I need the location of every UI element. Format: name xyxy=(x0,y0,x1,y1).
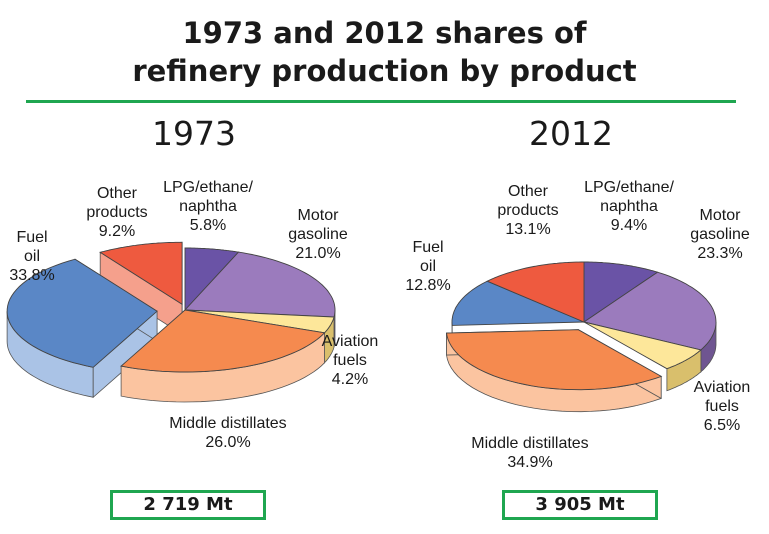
slice-name-middle: Middle distillates xyxy=(169,415,286,432)
pie-slice-aviation xyxy=(583,321,702,370)
slice-label-lpg: LPG/ethane/naphtha 5.8% xyxy=(163,179,253,234)
slice-label-fuel: Fuel oil 33.8% xyxy=(9,229,54,284)
chart-title-line-1: 1973 and 2012 shares of xyxy=(182,16,587,50)
total-badge-1973: 2 719 Mt xyxy=(110,490,266,520)
slice-value-lpg: 5.8% xyxy=(190,217,226,234)
pie-slice-fuel xyxy=(451,280,585,326)
pie-slice-other xyxy=(486,261,585,323)
pie-slice-lpg xyxy=(184,247,240,312)
slice-value-motor: 23.3% xyxy=(697,245,742,262)
slice-value-other: 9.2% xyxy=(99,223,135,240)
slice-label-lpg: LPG/ethane/naphtha 9.4% xyxy=(584,179,674,234)
slice-name-other: products xyxy=(497,202,558,219)
slice-value-middle: 34.9% xyxy=(507,454,552,471)
slice-value-fuel: 12.8% xyxy=(405,277,450,294)
pie-2012: LPG/ethane/naphtha 9.4% Motor gasoline 23.3%… xyxy=(405,179,750,471)
slice-name-lpg: LPG/ethane/ xyxy=(163,179,253,196)
slice-value-middle: 26.0% xyxy=(205,434,250,451)
slice-name-motor: gasoline xyxy=(690,226,750,243)
slice-label-other: Other products 9.2% xyxy=(86,185,147,240)
pie-slice-motor xyxy=(184,251,336,318)
slice-name-lpg: naphtha xyxy=(179,198,237,215)
total-badge-2012: 3 905 Mt xyxy=(502,490,658,520)
slice-label-motor: Motor gasoline 23.3% xyxy=(690,207,750,262)
slice-name-aviation: Aviation xyxy=(694,379,751,396)
slice-name-middle: Middle distillates xyxy=(471,435,588,452)
slice-name-motor: Motor xyxy=(298,207,340,224)
slice-name-fuel: Fuel xyxy=(16,229,47,246)
pie-1973: LPG/ethane/naphtha 5.8% Motor gasoline 21.0%… xyxy=(6,179,379,451)
slice-name-motor: gasoline xyxy=(288,226,348,243)
slice-label-fuel: Fuel oil 12.8% xyxy=(405,239,450,294)
slice-name-fuel: Fuel xyxy=(412,239,443,256)
pie-slice-other xyxy=(99,241,183,306)
slice-name-motor: Motor xyxy=(700,207,742,224)
pie-slice-middle xyxy=(445,329,663,391)
pie-slice-lpg xyxy=(583,261,659,323)
slice-label-aviation: Aviation fuels 6.5% xyxy=(694,379,751,434)
slice-name-other: products xyxy=(86,204,147,221)
slice-name-aviation: fuels xyxy=(705,398,739,415)
pie-slice-middle xyxy=(120,309,326,373)
chart-title-line-2: refinery production by product xyxy=(132,54,637,88)
slice-value-motor: 21.0% xyxy=(295,245,340,262)
slice-name-aviation: fuels xyxy=(333,352,367,369)
slice-name-lpg: LPG/ethane/ xyxy=(584,179,674,196)
slice-value-aviation: 4.2% xyxy=(332,371,368,388)
title-underline xyxy=(26,100,736,103)
pie-title-2012: 2012 xyxy=(529,114,613,153)
chart-title: 1973 and 2012 shares of refinery product… xyxy=(0,14,769,90)
pie-slice-fuel xyxy=(6,258,158,368)
slice-value-lpg: 9.4% xyxy=(611,217,647,234)
slice-name-fuel: oil xyxy=(24,248,40,265)
slice-name-aviation: Aviation xyxy=(322,333,379,350)
pie-slice-motor xyxy=(582,271,717,351)
slice-value-fuel: 33.8% xyxy=(9,267,54,284)
slice-label-middle: Middle distillates 26.0% xyxy=(169,415,286,451)
slice-name-other: Other xyxy=(97,185,138,202)
slice-name-fuel: oil xyxy=(420,258,436,275)
slice-label-middle: Middle distillates 34.9% xyxy=(471,435,588,471)
slice-label-other: Other products 13.1% xyxy=(497,183,558,238)
slice-label-motor: Motor gasoline 21.0% xyxy=(288,207,348,262)
slice-value-aviation: 6.5% xyxy=(704,417,740,434)
slice-label-aviation: Aviation fuels 4.2% xyxy=(322,333,379,388)
slice-name-other: Other xyxy=(508,183,549,200)
pie-title-1973: 1973 xyxy=(152,114,236,153)
slice-name-lpg: naphtha xyxy=(600,198,658,215)
slice-value-other: 13.1% xyxy=(505,221,550,238)
